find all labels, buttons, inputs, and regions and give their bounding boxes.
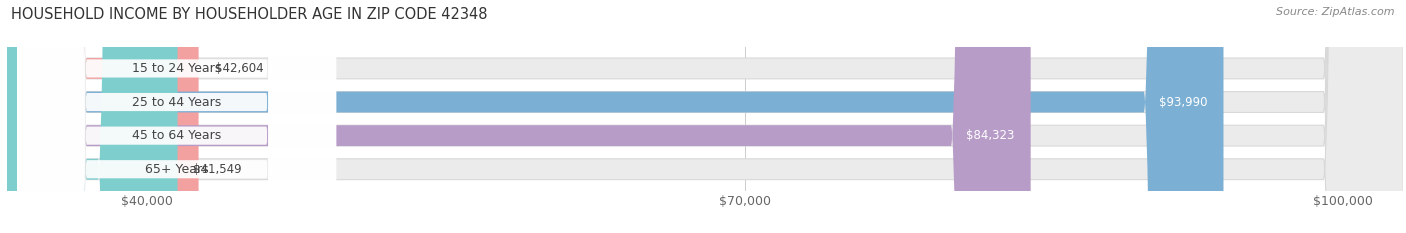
FancyBboxPatch shape	[7, 0, 177, 233]
FancyBboxPatch shape	[7, 0, 1403, 233]
FancyBboxPatch shape	[7, 0, 1403, 233]
Text: HOUSEHOLD INCOME BY HOUSEHOLDER AGE IN ZIP CODE 42348: HOUSEHOLD INCOME BY HOUSEHOLDER AGE IN Z…	[11, 7, 488, 22]
FancyBboxPatch shape	[7, 0, 1223, 233]
Text: Source: ZipAtlas.com: Source: ZipAtlas.com	[1277, 7, 1395, 17]
Text: $84,323: $84,323	[966, 129, 1015, 142]
FancyBboxPatch shape	[7, 0, 1403, 233]
FancyBboxPatch shape	[7, 0, 198, 233]
Text: 45 to 64 Years: 45 to 64 Years	[132, 129, 221, 142]
FancyBboxPatch shape	[17, 0, 336, 233]
Text: 15 to 24 Years: 15 to 24 Years	[132, 62, 221, 75]
FancyBboxPatch shape	[17, 0, 336, 233]
Text: $42,604: $42,604	[215, 62, 263, 75]
FancyBboxPatch shape	[7, 0, 1403, 233]
Text: $41,549: $41,549	[194, 163, 242, 176]
Text: 65+ Years: 65+ Years	[145, 163, 208, 176]
FancyBboxPatch shape	[17, 0, 336, 233]
Text: $93,990: $93,990	[1159, 96, 1208, 109]
FancyBboxPatch shape	[7, 0, 1031, 233]
Text: 25 to 44 Years: 25 to 44 Years	[132, 96, 221, 109]
FancyBboxPatch shape	[17, 0, 336, 233]
